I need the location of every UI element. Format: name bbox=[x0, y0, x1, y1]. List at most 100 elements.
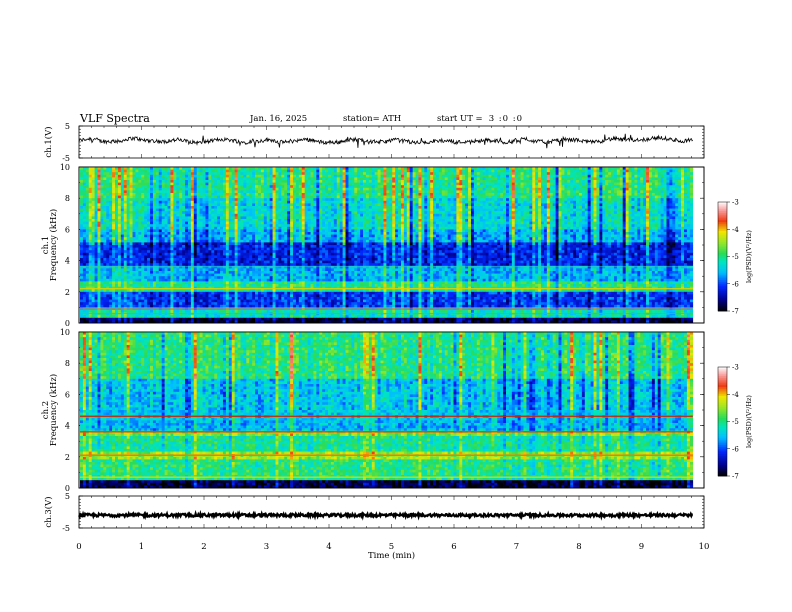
spectrogram-cell bbox=[319, 172, 323, 176]
spectrogram-cell bbox=[298, 172, 303, 176]
spectrogram-cell bbox=[427, 195, 431, 199]
spectrogram-cell bbox=[672, 203, 676, 207]
chart-date: Jan. 16, 2025 bbox=[250, 114, 307, 124]
spectrogram-cell bbox=[684, 203, 688, 207]
spectrogram-cell bbox=[543, 195, 548, 199]
spectrogram-cell bbox=[351, 219, 355, 222]
spectrogram-cell bbox=[354, 195, 358, 199]
spectrogram-cell bbox=[584, 187, 589, 191]
spectrogram-cell bbox=[503, 193, 507, 196]
spectrogram-cell bbox=[491, 211, 495, 215]
spectrogram-cell bbox=[403, 200, 408, 204]
spectrogram-cell bbox=[150, 182, 154, 186]
spectrogram-cell bbox=[611, 182, 615, 186]
spectrogram-cell bbox=[190, 213, 195, 217]
spectrogram-cell bbox=[307, 185, 311, 189]
spectrogram-cell bbox=[441, 169, 446, 173]
spectrogram-cell bbox=[182, 187, 186, 191]
spectrogram-cell bbox=[173, 185, 177, 189]
spectrogram-cell bbox=[333, 211, 338, 215]
spectrogram-cell bbox=[383, 187, 387, 191]
spectrogram-cell bbox=[415, 219, 419, 222]
spectrogram-cell bbox=[596, 203, 600, 207]
spectrogram-cell bbox=[161, 195, 165, 199]
spectrogram-cell bbox=[640, 206, 644, 209]
spectrogram-cell bbox=[115, 190, 119, 194]
spectrogram-cell bbox=[266, 185, 271, 189]
spectrogram-cell bbox=[657, 177, 662, 181]
spectrogram-cell bbox=[100, 185, 104, 189]
spectrogram-cell bbox=[517, 167, 521, 170]
spectrogram-cell bbox=[441, 203, 446, 207]
spectrogram-cell bbox=[281, 167, 285, 170]
spectrogram-cell bbox=[506, 203, 510, 207]
spectrogram-cell bbox=[173, 211, 177, 215]
spectrogram-cell bbox=[421, 216, 425, 220]
spectrogram-cell bbox=[395, 195, 399, 199]
spectrogram-cell bbox=[468, 174, 472, 178]
spectrogram-cell bbox=[421, 182, 425, 186]
spectrogram-cell bbox=[608, 187, 612, 191]
spectrogram-cell bbox=[199, 177, 203, 181]
spectrogram-cell bbox=[409, 195, 413, 199]
spectrogram-cell bbox=[672, 208, 676, 212]
spectrogram-cell bbox=[351, 195, 355, 199]
spectrogram-cell bbox=[187, 180, 192, 183]
spectrogram-cell bbox=[412, 208, 416, 212]
spectrogram-cell bbox=[281, 193, 285, 196]
spectrogram-cell bbox=[491, 219, 495, 222]
spectrogram-cell bbox=[91, 213, 95, 217]
spectrogram-cell bbox=[441, 177, 446, 181]
spectrogram-cell bbox=[406, 203, 411, 207]
spectrogram-cell bbox=[485, 219, 489, 222]
spectrogram-cell bbox=[596, 174, 600, 178]
spectrogram-cell bbox=[476, 208, 481, 212]
spectrogram-cell bbox=[468, 187, 472, 191]
spectrogram-cell bbox=[587, 211, 591, 215]
spectrogram-cell bbox=[208, 177, 212, 181]
spectrogram-cell bbox=[637, 206, 641, 209]
spectrogram-cell bbox=[435, 182, 440, 186]
spectrogram-cell bbox=[567, 180, 571, 183]
spectrogram-cell bbox=[462, 185, 466, 189]
spectrogram-cell bbox=[138, 190, 142, 194]
spectrogram-cell bbox=[319, 219, 323, 222]
spectrogram-cell bbox=[80, 195, 84, 199]
spectrogram-cell bbox=[453, 193, 457, 196]
spectrogram-cell bbox=[135, 221, 139, 225]
spectrogram-cell bbox=[619, 203, 624, 207]
spectrogram-cell bbox=[684, 216, 688, 220]
spectrogram-cell bbox=[441, 195, 446, 199]
spectrogram-cell bbox=[497, 213, 501, 217]
spectrogram-cell bbox=[541, 213, 545, 217]
spectrogram-cell bbox=[581, 177, 586, 181]
spectrogram-cell bbox=[503, 185, 507, 189]
spectrogram-cell bbox=[138, 174, 142, 178]
spectrogram-cell bbox=[660, 206, 664, 209]
spectrogram-cell bbox=[625, 213, 629, 217]
spectrogram-cell bbox=[433, 193, 437, 196]
spectrogram-cell bbox=[605, 208, 609, 212]
spectrogram-cell bbox=[400, 182, 405, 186]
spectrogram-cell bbox=[386, 208, 390, 212]
spectrogram-cell bbox=[211, 182, 215, 186]
spectrogram-cell bbox=[263, 208, 268, 212]
spectrogram-cell bbox=[628, 193, 632, 196]
spectrogram-cell bbox=[392, 180, 396, 183]
spectrogram-cell bbox=[657, 200, 662, 204]
spectrogram-cell bbox=[622, 185, 626, 189]
spectrogram-cell bbox=[354, 198, 358, 202]
spectrogram-cell bbox=[97, 193, 101, 196]
spectrogram-cell bbox=[106, 180, 110, 183]
spectrogram-cell bbox=[179, 211, 183, 215]
spectrogram-cell bbox=[643, 180, 647, 183]
spectrogram-cell bbox=[272, 172, 276, 176]
spectrogram-cell bbox=[368, 182, 373, 186]
spectrogram-cell bbox=[205, 195, 209, 199]
spectrogram-cell bbox=[185, 195, 189, 199]
spectrogram-cell bbox=[681, 182, 685, 186]
spectrogram-cell bbox=[138, 203, 142, 207]
spectrogram-cell bbox=[535, 206, 539, 209]
spectrogram-cell bbox=[377, 200, 381, 204]
spectrogram-cell bbox=[319, 208, 323, 212]
